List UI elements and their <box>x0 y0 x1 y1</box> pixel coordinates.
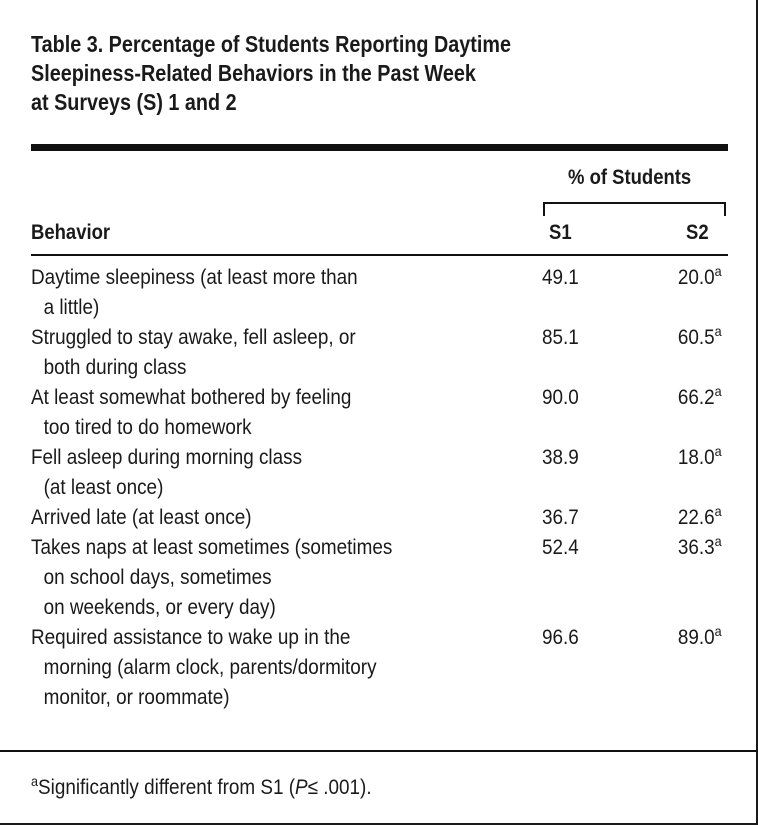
footnote: aSignificantly different from S1 (P≤ .00… <box>31 773 372 800</box>
significance-mark: a <box>714 323 722 339</box>
s2-cell: 60.5a <box>678 323 722 353</box>
table-row: Arrived late (at least once) 36.7 22.6a <box>31 503 728 533</box>
s1-value: 96.6 <box>542 626 579 649</box>
column-group-bracket <box>543 202 726 216</box>
footnote-p-symbol: P <box>295 776 308 799</box>
significance-mark: a <box>714 383 722 399</box>
top-rule <box>31 144 728 151</box>
s2-value: 18.0 <box>678 446 715 469</box>
behavior-cell: Arrived late (at least once) <box>31 503 481 533</box>
column-header-s1: S1 <box>549 221 572 244</box>
s1-value: 38.9 <box>542 446 579 469</box>
s2-cell: 89.0a <box>678 623 722 653</box>
s2-cell: 36.3a <box>678 533 722 563</box>
behavior-text: (at least once) <box>43 476 164 499</box>
table-row: Daytime sleepiness (at least more than a … <box>31 263 728 323</box>
s2-cell: 66.2a <box>678 383 722 413</box>
column-group-header: % of Students <box>568 166 692 189</box>
behavior-text: on school days, sometimes <box>43 566 272 589</box>
title-line: Sleepiness-Related Behaviors in the Past… <box>31 60 476 86</box>
behavior-text: too tired to do homework <box>43 416 252 439</box>
s1-value: 36.7 <box>542 506 579 529</box>
footnote-text: Significantly different from S1 ( <box>38 776 296 799</box>
behavior-text: Takes naps at least sometimes (sometimes <box>31 536 393 559</box>
s1-value: 52.4 <box>542 536 579 559</box>
behavior-cell: Struggled to stay awake, fell asleep, or… <box>31 323 481 383</box>
column-header-s2: S2 <box>686 221 709 244</box>
behavior-cell: Takes naps at least sometimes (sometimes… <box>31 533 481 623</box>
title-line: Table 3. Percentage of Students Reportin… <box>31 31 511 57</box>
header-rule <box>31 254 728 256</box>
table-row: At least somewhat bothered by feeling too… <box>31 383 728 443</box>
behavior-text: morning (alarm clock, parents/dormitory <box>43 656 377 679</box>
behavior-text: both during class <box>43 356 187 379</box>
behavior-text: Struggled to stay awake, fell asleep, or <box>31 326 356 349</box>
behavior-text: At least somewhat bothered by feeling <box>31 386 352 409</box>
s1-value: 85.1 <box>542 326 579 349</box>
behavior-text: on weekends, or every day) <box>43 596 276 619</box>
footnote-text-end: ≤ .001). <box>307 776 372 799</box>
behavior-text: Fell asleep during morning class <box>31 446 303 469</box>
s2-cell: 20.0a <box>678 263 722 293</box>
s2-value: 22.6 <box>678 506 715 529</box>
behavior-text: Daytime sleepiness (at least more than <box>31 266 358 289</box>
s1-value: 49.1 <box>542 266 579 289</box>
s2-value: 20.0 <box>678 266 715 289</box>
table-row: Takes naps at least sometimes (sometimes… <box>31 533 728 623</box>
behavior-text: Required assistance to wake up in the <box>31 626 351 649</box>
significance-mark: a <box>714 263 722 279</box>
behavior-cell: Required assistance to wake up in the mor… <box>31 623 481 713</box>
behavior-cell: Daytime sleepiness (at least more than a … <box>31 263 481 323</box>
significance-mark: a <box>714 533 722 549</box>
s2-value: 89.0 <box>678 626 715 649</box>
significance-mark: a <box>714 443 722 459</box>
table-row: Required assistance to wake up in the mor… <box>31 623 728 713</box>
significance-mark: a <box>714 623 722 639</box>
table-title: Table 3. Percentage of Students Reportin… <box>31 30 624 117</box>
column-header-behavior: Behavior <box>31 221 111 244</box>
s1-value: 90.0 <box>542 386 579 409</box>
behavior-cell: Fell asleep during morning class (at leas… <box>31 443 481 503</box>
table-body: Daytime sleepiness (at least more than a … <box>31 263 728 713</box>
s2-value: 36.3 <box>678 536 715 559</box>
footnote-mark: a <box>31 773 39 789</box>
behavior-text: Arrived late (at least once) <box>31 506 252 529</box>
s2-cell: 22.6a <box>678 503 722 533</box>
s2-value: 66.2 <box>678 386 715 409</box>
s2-cell: 18.0a <box>678 443 722 473</box>
table-row: Fell asleep during morning class (at leas… <box>31 443 728 503</box>
significance-mark: a <box>714 503 722 519</box>
title-line: at Surveys (S) 1 and 2 <box>31 89 237 115</box>
table-row: Struggled to stay awake, fell asleep, or… <box>31 323 728 383</box>
s2-value: 60.5 <box>678 326 715 349</box>
behavior-cell: At least somewhat bothered by feeling too… <box>31 383 481 443</box>
behavior-text: a little) <box>43 296 100 319</box>
behavior-text: monitor, or roommate) <box>43 686 230 709</box>
bottom-rule <box>0 750 758 752</box>
